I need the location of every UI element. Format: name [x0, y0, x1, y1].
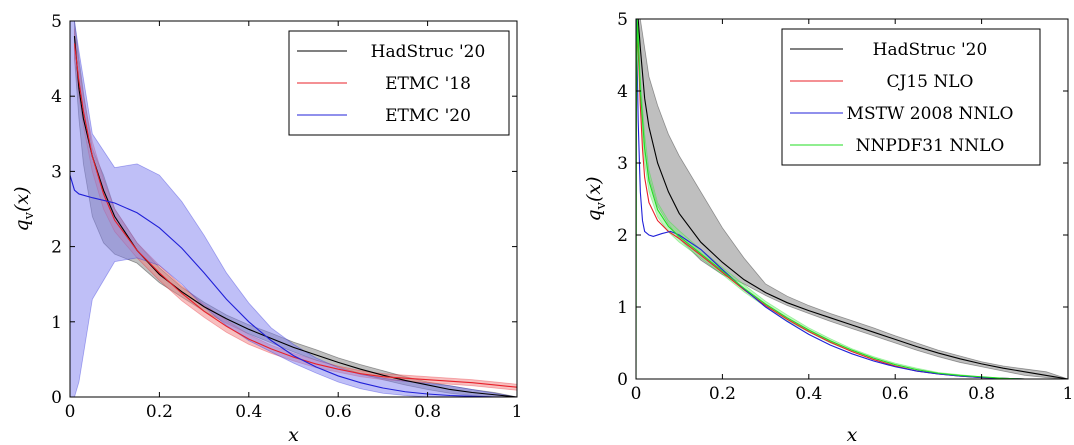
x-tick-label: 0.4 — [235, 402, 262, 422]
series-line — [637, 19, 1068, 379]
y-tick-label: 4 — [51, 87, 62, 107]
series-group — [636, 19, 1068, 379]
axes-frame — [69, 20, 518, 398]
left-chart-panel: 0 0.2 0.4 0.6 0.8 1 0 1 2 3 4 5 x qv(x) HadStruc '20 ET… — [11, 12, 522, 445]
x-tick-label: 0.6 — [882, 384, 909, 404]
x-tick-label: 0.6 — [325, 402, 352, 422]
legend-label: HadStruc '20 — [371, 42, 486, 62]
x-tick-label: 0 — [631, 384, 642, 404]
y-tick-label: 0 — [617, 370, 628, 390]
legend-box — [781, 28, 1041, 166]
x-tick-label: 0 — [65, 402, 76, 422]
y-axis-title: qv(x) — [11, 186, 37, 231]
y-tick-label: 3 — [51, 162, 62, 182]
y-axis-title: qv(x) — [583, 176, 609, 221]
y-tick-label: 1 — [51, 313, 62, 333]
y-tick-label: 4 — [617, 82, 628, 102]
x-tick-label: 0.2 — [709, 384, 736, 404]
error-band — [74, 28, 517, 391]
y-tick-label: 0 — [51, 388, 62, 408]
legend-label: MSTW 2008 NNLO — [847, 104, 1014, 124]
series-line — [636, 19, 1068, 379]
axes-frame — [635, 18, 1069, 380]
y-tick-label: 3 — [617, 154, 628, 174]
y-tick-label: 2 — [51, 238, 62, 258]
y-tick-label: 2 — [617, 226, 628, 246]
y-tick-label: 5 — [51, 12, 62, 32]
y-tick-label: 5 — [617, 10, 628, 30]
legend-label: ETMC '18 — [385, 74, 471, 94]
legend-label: ETMC '20 — [385, 106, 471, 126]
x-axis-title: x — [847, 424, 858, 445]
error-band — [637, 19, 1068, 379]
error-band — [70, 21, 517, 397]
series-group — [70, 21, 517, 397]
legend-label: CJ15 NLO — [887, 72, 974, 92]
series-line — [636, 19, 1068, 379]
series-line — [73, 35, 517, 397]
series-line — [70, 175, 517, 397]
series-line — [73, 43, 517, 388]
legend-label: NNPDF31 NNLO — [856, 136, 1005, 156]
y-tick-label: 1 — [617, 298, 628, 318]
right-chart-panel: 0 0.2 0.4 0.6 0.8 1 0 1 2 3 4 5 x qv(x) HadStruc '20 CJ… — [583, 10, 1073, 445]
x-axis-title: x — [288, 424, 299, 445]
x-tick-label: 1 — [512, 402, 523, 422]
x-tick-label: 0.4 — [795, 384, 822, 404]
x-tick-label: 1 — [1063, 384, 1074, 404]
x-tick-label: 0.8 — [414, 402, 441, 422]
legend-label: HadStruc '20 — [873, 40, 988, 60]
x-tick-label: 0.8 — [968, 384, 995, 404]
x-tick-label: 0.2 — [146, 402, 173, 422]
